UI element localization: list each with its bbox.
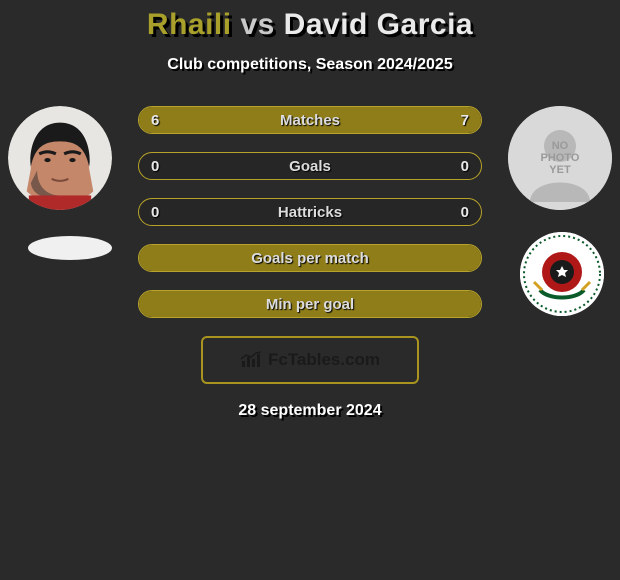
- stat-row: 00Hattricks: [138, 198, 482, 226]
- player1-face-illustration: [8, 106, 112, 210]
- container: Rhaili vs David Garcia Club competitions…: [0, 0, 620, 420]
- date-label: 28 september 2024: [0, 402, 620, 420]
- stat-label: Matches: [139, 107, 481, 133]
- brand-chart-icon: [240, 351, 262, 369]
- no-photo-text: NOPHOTOYET: [541, 140, 580, 176]
- stat-label: Hattricks: [139, 199, 481, 225]
- stat-row: 67Matches: [138, 106, 482, 134]
- stat-label: Min per goal: [139, 291, 481, 317]
- stat-label: Goals per match: [139, 245, 481, 271]
- brand-text: FcTables.com: [268, 350, 380, 370]
- stat-rows: 67Matches 00Goals 00Hattricks Goals per mat…: [138, 106, 482, 318]
- stat-row: Min per goal: [138, 290, 482, 318]
- stat-row: Goals per match: [138, 244, 482, 272]
- player2-photo: NOPHOTOYET: [508, 106, 612, 210]
- comparison-arena: NOPHOTOYET 67Matches 00Goals 00Hattricks Go…: [0, 106, 620, 420]
- title-vs: vs: [240, 8, 274, 41]
- player2-club-logo: [520, 232, 604, 316]
- player1-photo: [8, 106, 112, 210]
- brand-box: FcTables.com: [201, 336, 419, 384]
- title-player1: Rhaili: [147, 8, 232, 41]
- no-photo-placeholder: NOPHOTOYET: [508, 106, 612, 210]
- title-player2: David Garcia: [284, 8, 473, 41]
- stat-label: Goals: [139, 153, 481, 179]
- subtitle: Club competitions, Season 2024/2025: [0, 56, 620, 74]
- player1-club-logo: [28, 236, 112, 260]
- page-title: Rhaili vs David Garcia: [0, 8, 620, 42]
- stat-row: 00Goals: [138, 152, 482, 180]
